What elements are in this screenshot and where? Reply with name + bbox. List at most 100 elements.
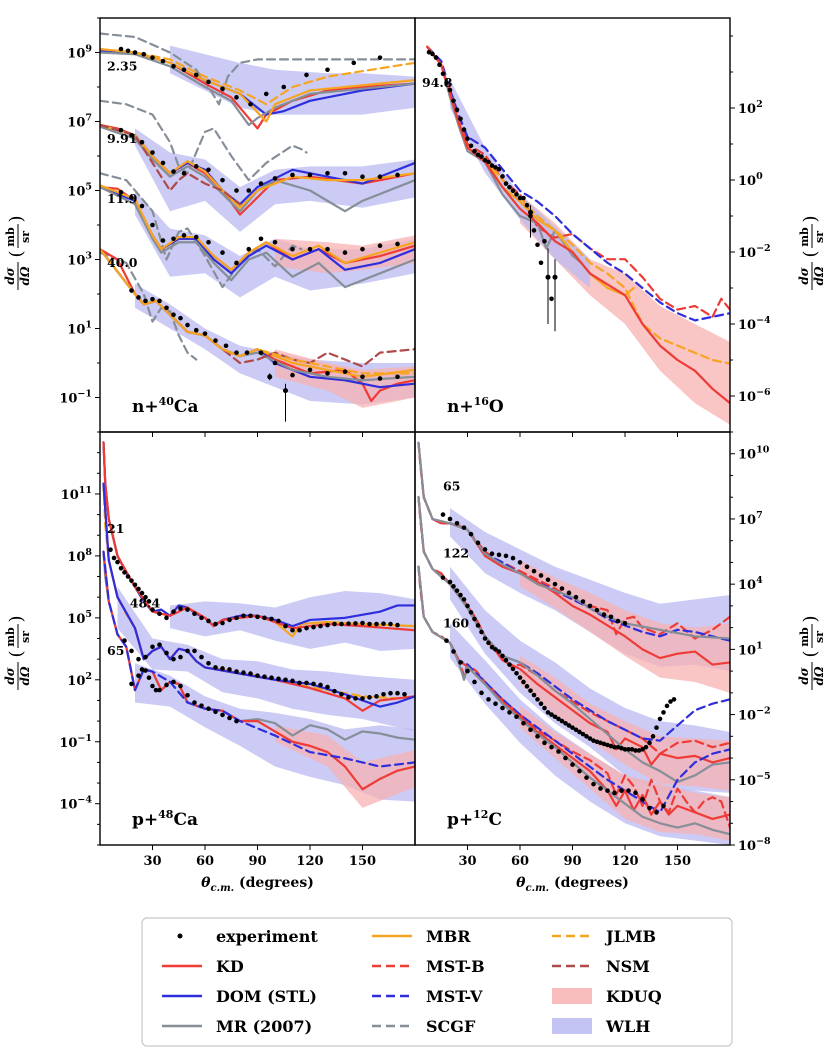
curve-mr-2007-15 — [100, 185, 415, 289]
energy-label: 21 — [107, 521, 124, 536]
curve-mr-2007-9 — [100, 125, 415, 213]
experiment-point — [496, 649, 502, 654]
experiment-point — [141, 51, 147, 57]
experiment-point — [307, 246, 313, 252]
experiment-point — [626, 788, 631, 793]
experiment-point — [290, 627, 295, 633]
experiment-point — [468, 610, 474, 615]
reaction-label: p+12C — [447, 808, 502, 830]
experiment-point — [454, 520, 460, 526]
experiment-point — [388, 690, 393, 696]
experiment-point — [367, 621, 372, 627]
experiment-point — [552, 581, 558, 587]
experiment-point — [241, 613, 246, 619]
experiment-point — [472, 679, 477, 685]
experiment-point — [542, 740, 547, 746]
experiment-point — [136, 673, 141, 678]
experiment-point — [164, 650, 169, 656]
panel-n16O: 10−6 10−4 10−2 100 102 94.8 n+16O — [414, 17, 771, 437]
legend-swatch — [552, 988, 592, 1004]
experiment-point — [584, 734, 589, 739]
experiment-point — [444, 638, 449, 643]
experiment-point — [531, 568, 537, 574]
y-tick-label: 10−8 — [738, 836, 771, 854]
experiment-point — [535, 697, 540, 702]
experiment-point — [339, 621, 344, 627]
y-tick-label: 102 — [738, 99, 763, 117]
experiment-point — [332, 688, 337, 694]
band-wlh-1 — [450, 79, 590, 288]
curve-mr-2007-3 — [100, 51, 415, 127]
curve-mr-2007-3 — [417, 441, 730, 640]
experiment-point — [594, 739, 600, 745]
y-tick-label: 108 — [67, 547, 92, 565]
legend-label: MR (2007) — [216, 1017, 312, 1036]
y-title-num: dσ — [797, 667, 811, 684]
experiment-point — [248, 671, 253, 676]
experiment-point — [647, 740, 652, 746]
y-title-num: dσ — [3, 667, 17, 684]
experiment-point — [125, 48, 131, 54]
experiment-point — [486, 159, 491, 165]
experiment-point — [283, 388, 288, 394]
experiment-point — [608, 614, 614, 620]
experiment-point — [150, 222, 155, 228]
experiment-point — [206, 239, 211, 245]
experiment-point — [619, 745, 624, 751]
experiment-point — [143, 668, 148, 673]
experiment-point — [647, 805, 652, 811]
legend-label: JLMB — [604, 927, 656, 946]
curve-mst-b-4 — [417, 496, 730, 755]
experiment-point — [612, 790, 617, 796]
experiment-point — [489, 163, 495, 168]
experiment-point — [258, 181, 264, 186]
x-tick-label: 30 — [458, 854, 476, 869]
experiment-point — [465, 668, 470, 674]
experiment-point — [559, 718, 565, 724]
experiment-point — [342, 170, 348, 176]
experiment-point — [297, 680, 302, 686]
y-title-unit-den: sr — [813, 231, 826, 243]
y-tick-label: 107 — [67, 113, 92, 131]
experiment-point — [629, 747, 635, 752]
experiment-point — [263, 91, 269, 97]
experiment-point — [150, 644, 155, 650]
y-tick-label: 105 — [67, 609, 92, 627]
experiment-point — [608, 743, 614, 749]
experiment-point — [220, 620, 225, 626]
experiment-point — [454, 107, 460, 113]
experiment-point — [346, 695, 351, 700]
curve-scgf-17 — [100, 251, 198, 361]
energy-label: 2.35 — [107, 58, 137, 73]
y-tick-label: 101 — [67, 320, 92, 338]
experiment-point — [241, 670, 246, 675]
legend-item-kduq: KDUQ — [552, 987, 662, 1006]
y-title-den: dΩ — [812, 266, 826, 285]
experiment-point — [234, 615, 239, 621]
experiment-point — [594, 607, 600, 613]
energy-label: 160 — [443, 615, 469, 630]
experiment-point — [580, 599, 586, 604]
experiment-point — [475, 540, 481, 546]
experiment-point — [605, 742, 610, 748]
y-axis-title-top-left: dσ dΩ (mb sr) — [3, 215, 32, 290]
experiment-point — [451, 98, 456, 104]
experiment-point — [136, 295, 141, 300]
experiment-point — [493, 165, 498, 170]
experiment-point — [395, 622, 400, 628]
experiment-point — [351, 60, 357, 66]
experiment-point — [160, 238, 166, 243]
experiment-point — [626, 747, 631, 752]
experiment-point — [297, 627, 302, 633]
experiment-point — [206, 618, 211, 624]
experiment-point — [199, 654, 204, 660]
experiment-point — [514, 714, 519, 720]
energy-label: 40.0 — [107, 255, 138, 270]
experiment-point — [150, 55, 155, 60]
y-tick-label: 1010 — [738, 445, 770, 463]
legend-item-kd: KD — [162, 957, 244, 976]
plot-area — [426, 45, 730, 425]
experiment-point — [281, 84, 287, 90]
experiment-point — [360, 174, 365, 179]
x-tick-label: 60 — [511, 854, 529, 869]
